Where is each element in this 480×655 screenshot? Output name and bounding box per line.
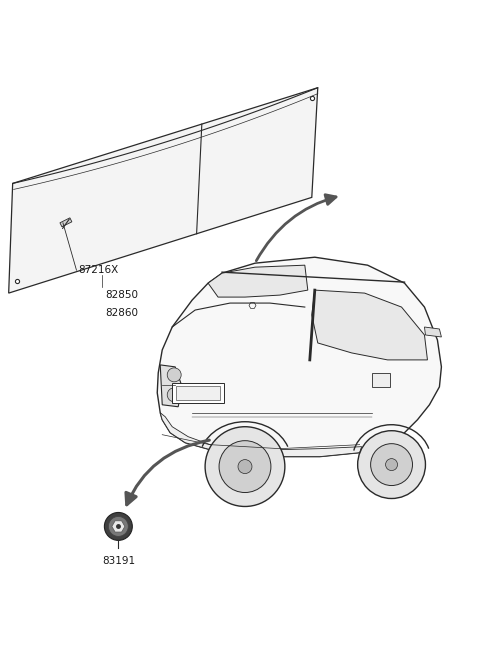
Circle shape (238, 460, 252, 474)
Circle shape (219, 441, 271, 493)
Circle shape (167, 368, 181, 382)
Circle shape (371, 443, 412, 485)
Circle shape (167, 388, 181, 402)
Bar (372, 373, 390, 387)
Polygon shape (9, 88, 318, 293)
Circle shape (108, 516, 128, 536)
Polygon shape (208, 265, 308, 297)
Circle shape (385, 458, 397, 470)
Bar (172, 383, 224, 403)
Text: 83191: 83191 (102, 556, 135, 567)
Polygon shape (157, 257, 442, 457)
Polygon shape (424, 327, 442, 337)
Text: 82850: 82850 (106, 290, 138, 300)
Circle shape (205, 426, 285, 506)
Polygon shape (160, 365, 182, 407)
Polygon shape (312, 290, 428, 360)
Circle shape (104, 512, 132, 540)
Circle shape (358, 431, 425, 498)
Text: 82860: 82860 (106, 308, 138, 318)
Text: 87216X: 87216X (78, 265, 119, 275)
Polygon shape (60, 218, 72, 227)
Polygon shape (112, 521, 125, 532)
Bar (176, 386, 220, 400)
Polygon shape (160, 413, 361, 457)
